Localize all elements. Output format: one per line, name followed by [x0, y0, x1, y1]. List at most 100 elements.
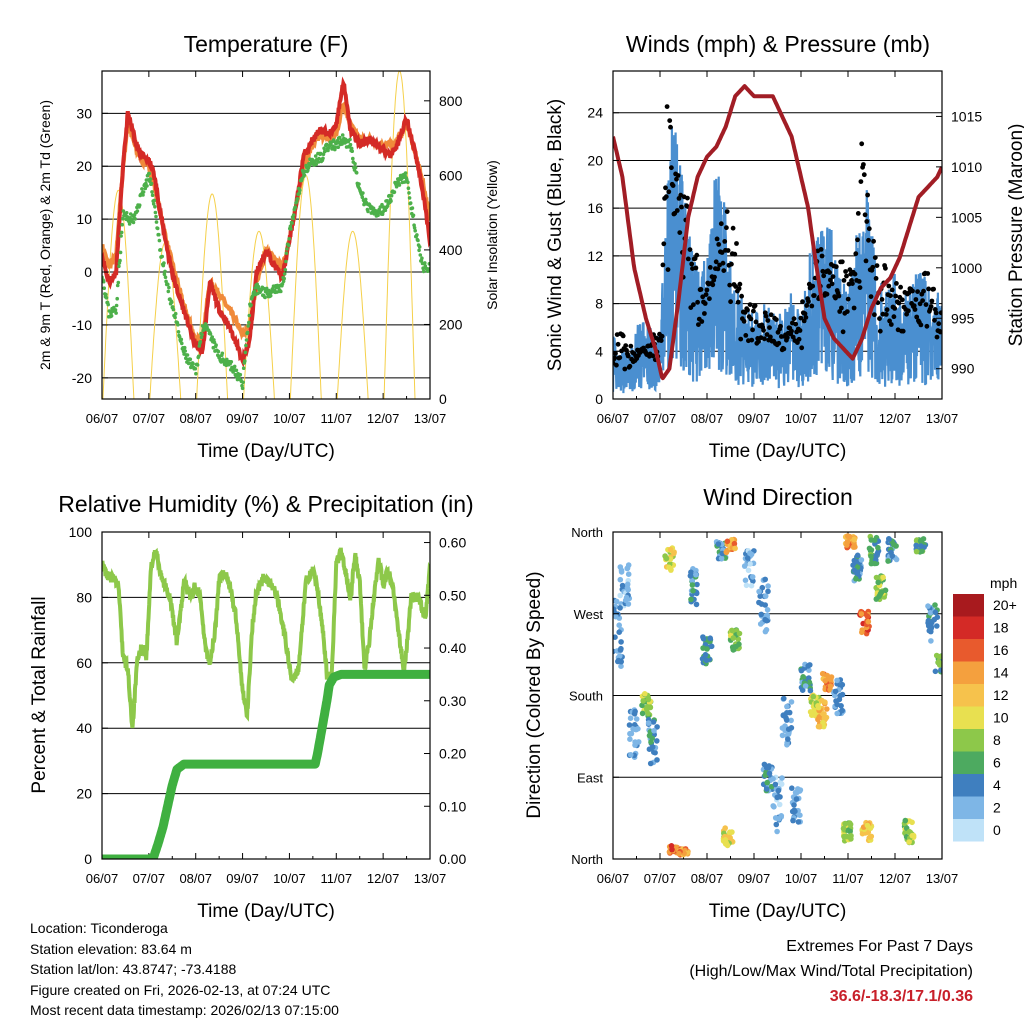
direction-point	[937, 653, 942, 660]
gust-point	[776, 340, 782, 346]
direction-point	[932, 668, 939, 675]
direction-point	[616, 622, 622, 628]
direction-point	[688, 596, 694, 603]
x-tick-label: 06/07	[597, 411, 630, 426]
direction-point	[824, 706, 830, 712]
direction-point	[747, 561, 753, 567]
y-tick-label: -20	[72, 370, 92, 386]
direction-point	[687, 572, 694, 579]
direction-point	[806, 679, 813, 686]
y-tick-label: 20	[76, 158, 92, 174]
dewpoint-point	[148, 177, 153, 181]
gust-point	[789, 328, 794, 334]
x-tick-label: 10/07	[273, 871, 306, 886]
direction-point	[807, 709, 814, 715]
dewpoint-point	[243, 359, 247, 363]
gust-point	[716, 242, 722, 247]
station-info: Location: Ticonderoga Station elevation:…	[30, 918, 339, 1021]
gust-point	[887, 318, 892, 324]
y-tick-label: 4	[595, 343, 603, 359]
y2-tick-label: 0.00	[439, 851, 466, 867]
dewpoint-point	[336, 145, 341, 149]
direction-point	[667, 546, 674, 553]
gust-point	[819, 253, 825, 259]
colorbar-label: 8	[993, 732, 1001, 748]
direction-point	[700, 636, 707, 642]
gust-point	[674, 208, 680, 213]
dewpoint-point	[407, 191, 411, 195]
direction-point	[649, 744, 656, 750]
dewpoint-point	[240, 386, 245, 391]
gust-point	[811, 293, 817, 298]
direction-point	[676, 850, 682, 857]
gust-point	[756, 339, 761, 344]
gust-point	[685, 256, 691, 262]
gust-point	[886, 283, 892, 289]
dewpoint-point	[247, 313, 252, 318]
direction-point	[729, 829, 735, 835]
gust-point	[627, 363, 633, 369]
gust-point	[859, 141, 865, 147]
y2-tick-label: 1005	[951, 209, 982, 225]
colorbar-label: 20+	[993, 597, 1017, 613]
dewpoint-point	[109, 314, 114, 318]
y-tick-label: 10	[76, 211, 92, 227]
gust-point	[931, 286, 936, 292]
gust-point	[871, 238, 876, 244]
direction-point	[702, 651, 709, 658]
temperature-series	[102, 71, 430, 399]
direction-point	[764, 779, 770, 786]
gust-point	[824, 291, 830, 297]
direction-point	[742, 577, 749, 584]
dewpoint-point	[141, 193, 145, 197]
direction-point	[615, 658, 621, 665]
figure-created: Figure created on Fri, 2026-02-13, at 07…	[30, 981, 331, 998]
direction-point	[791, 802, 797, 808]
gust-point	[821, 273, 827, 279]
direction-point	[715, 541, 722, 547]
dewpoint-point	[158, 248, 163, 252]
direction-point	[851, 536, 858, 542]
direction-point	[654, 724, 660, 730]
dewpoint-point	[338, 135, 342, 140]
gust-point	[880, 311, 886, 317]
dewpoint-point	[420, 256, 424, 261]
gust-point	[751, 308, 756, 314]
direction-point	[886, 536, 892, 542]
dewpoint-point	[349, 146, 354, 151]
y-tick-label: 24	[587, 105, 603, 121]
direction-point	[822, 678, 828, 684]
chart-title: Wind Direction	[703, 484, 853, 510]
dewpoint-point	[104, 296, 109, 300]
gust-point	[622, 366, 628, 372]
gust-point	[738, 336, 744, 342]
y2-tick-label: 0.50	[439, 587, 466, 603]
gust-point	[768, 334, 773, 340]
direction-point	[918, 543, 924, 549]
dewpoint-point	[416, 238, 420, 243]
gust-point	[689, 261, 695, 267]
dewpoint-point	[208, 332, 213, 336]
gust-point	[840, 329, 846, 335]
gust-point	[663, 194, 669, 200]
gust-point	[664, 104, 670, 109]
colorbar-label: 18	[993, 620, 1009, 636]
gust-point	[661, 241, 667, 247]
dewpoint-point	[361, 191, 365, 195]
y-tick-label: 0	[595, 391, 603, 407]
humidity-panel: Relative Humidity (%) & Precipitation (i…	[29, 491, 474, 922]
direction-point	[613, 598, 620, 605]
direction-point	[632, 708, 638, 715]
gust-point	[798, 315, 804, 321]
dewpoint-point	[115, 283, 120, 288]
dewpoint-point	[193, 366, 198, 371]
direction-point	[820, 723, 827, 730]
y-tick-label: West	[574, 607, 604, 622]
colorbar-swatch	[953, 774, 984, 797]
direction-point	[722, 837, 729, 843]
gust-point	[707, 296, 712, 302]
gust-point	[845, 296, 851, 302]
y2-tick-label: 1000	[951, 260, 982, 276]
direction-point	[748, 582, 755, 589]
dewpoint-point	[153, 205, 157, 209]
